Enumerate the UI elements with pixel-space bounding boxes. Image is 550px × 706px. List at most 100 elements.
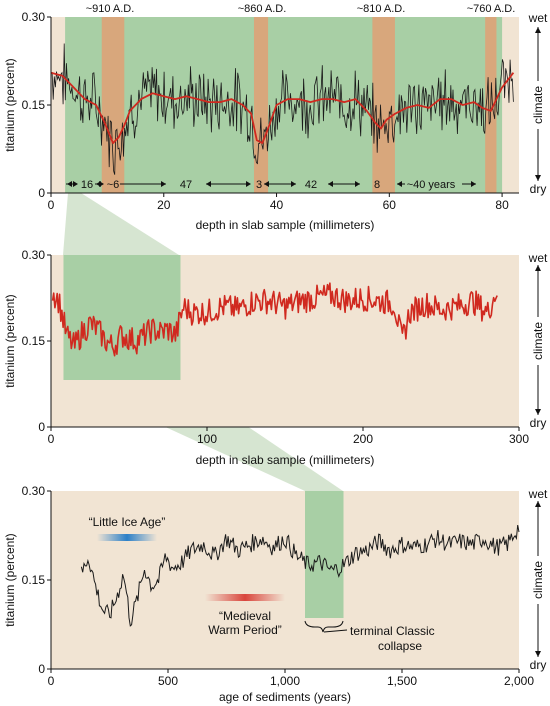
panel-2-climate-label: climate — [531, 322, 545, 360]
panel-1-y-label: titanium (percent) — [3, 58, 17, 151]
titanium-age-line — [80, 525, 520, 627]
x-tick-label: 0 — [48, 432, 55, 446]
x-tick-label: 0 — [48, 674, 55, 688]
interval-annotations: 16 ~6 47 3 42 8 ~40 years — [66, 179, 476, 191]
panel-2-wet-label: wet — [528, 251, 548, 265]
x-tick-label: 500 — [158, 674, 178, 688]
interval-42: 42 — [305, 179, 317, 191]
interval-arrow-head — [328, 181, 333, 187]
panel-2: 0 0.15 0.30 0 100 200 300 titanium (percent) d… — [3, 248, 548, 467]
x-tick-label: 300 — [509, 432, 529, 446]
y-tick-label: 0.15 — [22, 98, 46, 112]
interval-arrow-head — [397, 181, 402, 187]
panel-3: 0 0.15 0.30 0 500 1,000 1,500 2,000 “Little Ice… — [3, 484, 548, 704]
x-tick-label: 40 — [270, 198, 284, 212]
x-tick-label: 0 — [48, 198, 55, 212]
interval-arrow-head — [99, 181, 104, 187]
orange-band — [101, 17, 125, 193]
x-tick-label: 20 — [157, 198, 171, 212]
medieval-label-line-2: Warm Period” — [208, 623, 282, 637]
panel-3-background — [51, 491, 519, 669]
little-ice-age-label: “Little Ice Age” — [89, 515, 166, 529]
x-tick-label: 2,000 — [504, 674, 534, 688]
panel-2-dry-label: dry — [530, 416, 547, 430]
interval-3: 3 — [256, 179, 262, 191]
x-tick-label: 100 — [197, 432, 217, 446]
panel-1-wet-label: wet — [528, 11, 548, 25]
panel-1-dry-label: dry — [530, 182, 547, 196]
interval-arrow-head — [206, 181, 211, 187]
x-tick-label: 1,500 — [387, 674, 417, 688]
interval-arrow-head — [73, 181, 78, 187]
titanium-line — [51, 282, 498, 357]
panel-1-climate-label: climate — [531, 86, 545, 124]
interval-8: 8 — [374, 179, 380, 191]
wet-arrow-head — [535, 27, 541, 33]
interval-6: ~6 — [107, 179, 120, 191]
panel-3-y-label: titanium (percent) — [3, 533, 17, 626]
green-band — [63, 255, 181, 380]
connector-panel-1-to-2 — [63, 193, 179, 255]
panel-3-bands — [305, 491, 344, 618]
panel-3-wet-label: wet — [528, 487, 548, 501]
collapse-label-line-2: collapse — [378, 639, 422, 653]
band-label-810: ~810 A.D. — [357, 3, 406, 15]
y-tick-label: 0 — [38, 662, 45, 676]
panel-1-axes: 0 0.15 0.30 0 20 40 60 80 — [22, 10, 541, 212]
y-tick-label: 0.15 — [22, 573, 46, 587]
collapse-label-line-1: terminal Classic — [350, 624, 435, 638]
panel-3-climate-label: climate — [531, 561, 545, 599]
y-tick-label: 0.30 — [22, 484, 46, 498]
x-tick-label: 60 — [383, 198, 397, 212]
panel-1: 0 0.15 0.30 0 20 40 60 80 ~910 A.D. ~860 A.D. ~… — [3, 3, 548, 232]
x-tick-label: 80 — [495, 198, 509, 212]
terminal-classic-band — [305, 491, 343, 618]
medieval-label-line-1: “Medieval — [219, 609, 271, 623]
panel-1-raw-series — [51, 43, 514, 175]
wet-arrow-head — [535, 265, 541, 271]
interval-arrow-head — [355, 181, 360, 187]
raw-titanium-line — [51, 43, 514, 175]
y-tick-label: 0.15 — [22, 334, 46, 348]
medieval-warm-period-bar — [205, 594, 285, 601]
orange-band — [253, 17, 269, 193]
interval-47: 47 — [180, 179, 192, 191]
band-label-910: ~910 A.D. — [86, 3, 135, 15]
panel-2-axes: 0 0.15 0.30 0 100 200 300 — [22, 248, 541, 446]
panel-3-series — [80, 525, 520, 627]
collapse-bracket — [304, 620, 344, 633]
interval-arrow-head — [264, 181, 269, 187]
collapse-leader-line — [323, 629, 348, 633]
band-label-760: ~760 A.D. — [467, 3, 516, 15]
interval-arrow-head — [67, 181, 72, 187]
band-label-860: ~860 A.D. — [238, 3, 287, 15]
interval-16: 16 — [81, 179, 93, 191]
panel-1-x-label: depth in slab sample (millimeters) — [196, 218, 375, 232]
interval-arrow-head — [246, 181, 251, 187]
panel-2-bands — [63, 255, 181, 380]
interval-arrow-head — [161, 181, 166, 187]
dry-arrow-head — [535, 175, 541, 181]
panel-2-y-label: titanium (percent) — [3, 294, 17, 387]
wet-arrow-head — [535, 501, 541, 507]
y-tick-label: 0.30 — [22, 248, 46, 262]
panel-3-x-label: age of sediments (years) — [219, 690, 351, 704]
smoothed-titanium-line — [50, 71, 515, 145]
interval-arrow-head — [291, 181, 296, 187]
interval-40-years: ~40 years — [407, 179, 456, 191]
panel-2-x-label: depth in slab sample (millimeters) — [196, 453, 375, 467]
orange-band — [372, 17, 395, 193]
y-tick-label: 0 — [38, 186, 45, 200]
y-tick-label: 0 — [38, 420, 45, 434]
interval-arrow-head — [471, 181, 476, 187]
x-tick-label: 1,000 — [270, 674, 300, 688]
panel-1-smoothed-series — [50, 71, 515, 145]
panel-3-dry-label: dry — [530, 658, 547, 672]
panel-2-series — [51, 282, 498, 357]
dry-arrow-head — [535, 651, 541, 657]
little-ice-age-bar — [97, 534, 157, 541]
panel-3-axes: 0 0.15 0.30 0 500 1,000 1,500 2,000 — [22, 484, 541, 688]
x-tick-label: 200 — [353, 432, 373, 446]
y-tick-label: 0.30 — [22, 10, 46, 24]
